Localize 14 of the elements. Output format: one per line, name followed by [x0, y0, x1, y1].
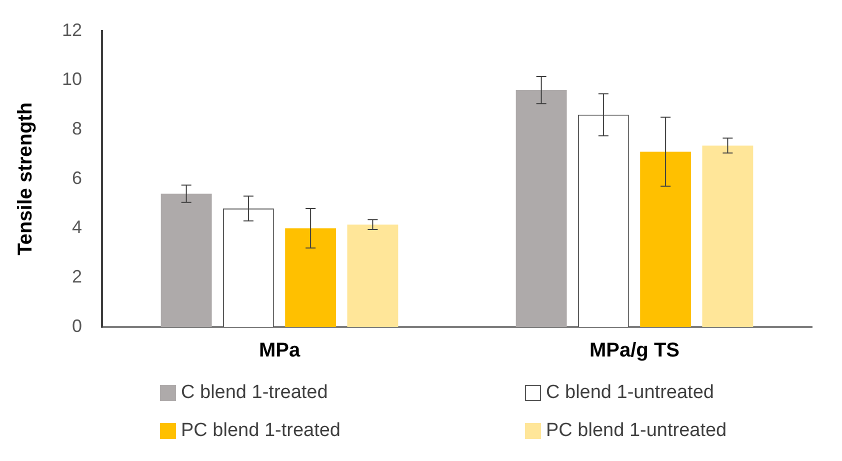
- y-tick-label: 4: [72, 217, 82, 238]
- y-tick-label: 8: [72, 118, 82, 138]
- y-axis-title: Tensile strength: [14, 102, 37, 256]
- legend-label: C blend 1-untreated: [546, 382, 714, 404]
- x-tick-label: MPa: [258, 340, 301, 362]
- legend-label: PC blend 1-untreated: [546, 420, 727, 442]
- y-tick-label: 0: [72, 316, 82, 336]
- x-tick-label: MPa/g TS: [590, 340, 680, 362]
- legend-label: PC blend 1-treated: [181, 420, 340, 442]
- y-tick-label: 12: [62, 20, 82, 40]
- y-tick-label: 6: [72, 168, 82, 188]
- y-tick-label: 2: [72, 266, 82, 287]
- legend-label: C blend 1-treated: [181, 382, 328, 404]
- y-tick-label: 10: [62, 69, 82, 90]
